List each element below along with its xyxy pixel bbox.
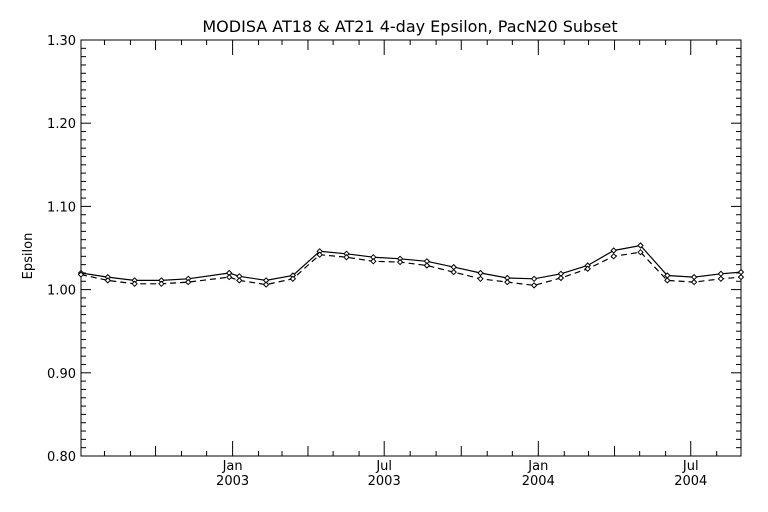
data-point-dashed bbox=[370, 258, 377, 265]
x-tick-month-label: Jul bbox=[682, 459, 699, 474]
x-tick-year-label: 2004 bbox=[522, 474, 555, 489]
data-point-dashed bbox=[477, 275, 484, 283]
data-point-solid bbox=[690, 273, 698, 281]
data-point-dashed bbox=[236, 277, 243, 284]
data-point-dashed bbox=[584, 265, 591, 273]
data-point-dashed bbox=[396, 258, 404, 266]
x-tick-year-label: 2003 bbox=[216, 474, 249, 489]
data-point-dashed bbox=[504, 278, 511, 286]
data-point-solid bbox=[477, 269, 484, 277]
data-point-dashed bbox=[690, 278, 698, 286]
y-tick-label: 0.90 bbox=[47, 367, 76, 382]
data-point-solid bbox=[450, 263, 457, 271]
x-tick-month-label: Jul bbox=[375, 459, 392, 474]
data-point-dashed bbox=[184, 278, 192, 286]
data-point-dashed bbox=[316, 251, 323, 258]
chart-title: MODISA AT18 & AT21 4-day Epsilon, PacN20… bbox=[202, 17, 617, 36]
data-point-dashed bbox=[289, 275, 297, 283]
y-axis-label: Epsilon bbox=[21, 233, 36, 280]
data-point-dashed bbox=[557, 274, 565, 282]
data-point-dashed bbox=[717, 275, 725, 283]
x-tick-month-label: Jan bbox=[222, 459, 243, 474]
data-point-dashed bbox=[225, 273, 233, 281]
data-point-solid bbox=[530, 275, 538, 283]
y-tick-label: 1.00 bbox=[47, 284, 76, 299]
x-tick-month-label: Jan bbox=[527, 459, 548, 474]
data-point-dashed bbox=[104, 277, 112, 284]
x-tick-year-label: 2003 bbox=[368, 474, 401, 489]
data-point-dashed bbox=[637, 248, 644, 256]
data-point-dashed bbox=[423, 262, 431, 269]
data-point-dashed bbox=[131, 280, 138, 288]
series-line-dashed bbox=[80, 251, 742, 287]
data-point-dashed bbox=[158, 280, 165, 288]
data-point-dashed bbox=[262, 281, 270, 288]
data-point-dashed bbox=[610, 253, 617, 260]
data-point-solid bbox=[717, 270, 725, 278]
y-tick-label: 1.20 bbox=[47, 117, 76, 132]
y-tick-label: 1.30 bbox=[47, 34, 76, 49]
data-point-dashed bbox=[737, 273, 745, 281]
y-tick-label: 0.80 bbox=[47, 450, 76, 465]
data-point-dashed bbox=[450, 268, 457, 276]
series-line-solid bbox=[80, 244, 742, 282]
data-point-solid bbox=[610, 247, 617, 254]
data-point-dashed bbox=[77, 271, 85, 278]
data-point-dashed bbox=[664, 277, 671, 284]
x-tick-year-label: 2004 bbox=[674, 474, 707, 489]
data-point-solid bbox=[737, 268, 745, 276]
y-tick-label: 1.10 bbox=[47, 200, 76, 215]
data-point-dashed bbox=[343, 253, 350, 261]
data-point-solid bbox=[637, 242, 644, 249]
series-layer bbox=[77, 242, 745, 289]
axes: 0.800.901.001.101.201.30Jan2003Jul2003Ja… bbox=[47, 34, 742, 489]
data-point-dashed bbox=[530, 282, 538, 289]
